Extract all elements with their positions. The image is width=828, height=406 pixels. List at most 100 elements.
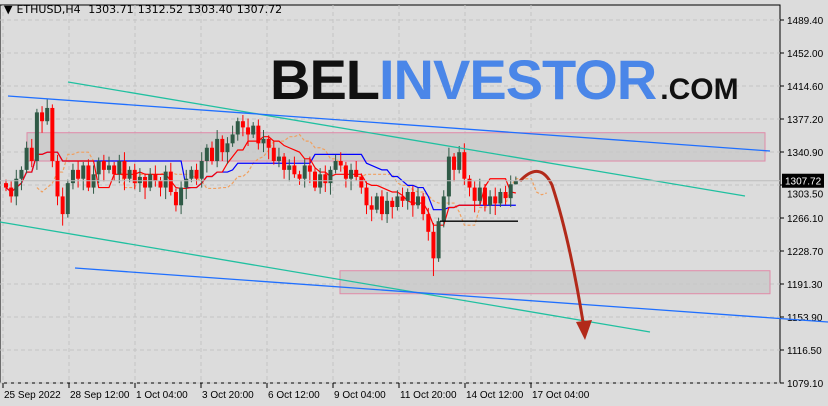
bull-candle <box>45 107 50 122</box>
y-tick-label: 1340.90 <box>787 148 824 159</box>
bear-candle <box>60 196 65 215</box>
bear-candle <box>50 107 55 162</box>
price-zone <box>339 270 771 295</box>
bull-candle <box>127 169 132 179</box>
bear-candle <box>343 165 348 179</box>
high-value: 1312.52 <box>137 3 184 16</box>
bear-candle <box>40 112 45 122</box>
symbol-label: ETHUSD,H4 <box>16 3 81 16</box>
bear-candle <box>493 196 498 204</box>
y-tick-label: 1153.90 <box>787 313 823 324</box>
bear-candle <box>143 176 148 188</box>
bull-candle <box>374 196 379 210</box>
y-tick-label: 1452.00 <box>787 49 824 60</box>
bull-candle <box>276 156 281 162</box>
bear-candle <box>452 156 457 170</box>
bull-candle <box>302 165 307 179</box>
last-price-label: 1307.72 <box>785 177 822 188</box>
forecast-arrow <box>518 170 586 329</box>
logo-part-2: INVESTOR <box>379 48 657 111</box>
bull-candle <box>488 196 493 206</box>
bear-candle <box>246 127 251 135</box>
bear-candle <box>271 147 276 162</box>
bear-candle <box>390 200 395 208</box>
chart-title: ▼ ETHUSD,H4 1303.71 1312.52 1303.40 1307.72 <box>4 3 286 16</box>
last-price-badge <box>782 173 824 188</box>
y-tick-label: 1489.40 <box>787 16 824 27</box>
x-tick-label: 14 Oct 12:00 <box>466 390 524 401</box>
bull-candle <box>96 161 101 175</box>
bear-candle <box>4 183 8 188</box>
bear-candle <box>400 196 405 201</box>
bear-candle <box>292 165 297 175</box>
bull-candle <box>107 165 111 170</box>
bull-candle <box>137 176 142 184</box>
y-tick-label: 1414.60 <box>787 82 824 93</box>
bull-candle <box>333 161 338 170</box>
bear-candle <box>359 176 364 188</box>
bear-candle <box>482 187 487 206</box>
bull-candle <box>225 143 230 153</box>
bear-candle <box>220 138 225 153</box>
bull-candle <box>14 178 19 197</box>
bull-candle <box>230 134 235 144</box>
bull-candle <box>477 187 482 201</box>
bear-candle <box>132 169 137 184</box>
bull-candle <box>163 171 168 188</box>
bear-candle <box>256 125 261 144</box>
bear-candle <box>369 205 374 210</box>
x-tick-label: 6 Oct 12:00 <box>268 390 320 401</box>
bull-candle <box>395 196 400 208</box>
bear-candle <box>410 191 415 206</box>
logo-part-1: BEL <box>270 48 380 111</box>
bull-candle <box>508 184 513 199</box>
bear-candle <box>101 161 106 170</box>
x-tick-label: 28 Sep 12:00 <box>70 390 130 401</box>
bear-candle <box>86 165 91 188</box>
x-tick-label: 3 Oct 20:00 <box>202 390 254 401</box>
bear-candle <box>379 196 384 215</box>
bear-candle <box>462 152 467 179</box>
logo-part-3: .COM <box>660 73 739 106</box>
bear-candle <box>55 161 60 197</box>
bull-candle <box>498 191 503 204</box>
bear-candle <box>431 231 436 259</box>
bear-candle <box>153 174 158 181</box>
bear-candle <box>338 161 343 166</box>
y-tick-label: 1079.10 <box>787 379 824 390</box>
trend-line-lower-blue <box>74 267 828 323</box>
bull-candle <box>251 125 256 135</box>
bull-candle <box>416 196 420 206</box>
x-tick-label: 17 Oct 04:00 <box>532 390 590 401</box>
dropdown-arrow-icon[interactable]: ▼ <box>4 3 13 16</box>
bull-candle <box>436 221 441 259</box>
y-tick-label: 1228.70 <box>787 247 824 258</box>
y-tick-label: 1377.20 <box>787 115 824 126</box>
trend-line-lower-teal <box>0 221 651 333</box>
bear-candle <box>173 191 178 206</box>
bull-candle <box>179 187 184 206</box>
bear-candle <box>266 138 271 148</box>
y-tick-label: 1266.10 <box>787 214 824 225</box>
bull-candle <box>513 180 518 185</box>
bull-candle <box>405 191 410 201</box>
y-tick-label: 1303.50 <box>787 190 824 201</box>
bull-candle <box>65 183 70 215</box>
bull-candle <box>328 169 333 184</box>
x-tick-label: 1 Oct 04:00 <box>136 390 188 401</box>
bear-candle <box>282 156 287 170</box>
bull-candle <box>349 169 354 179</box>
bear-candle <box>426 214 431 232</box>
bear-candle <box>472 187 477 201</box>
bear-candle <box>9 187 14 197</box>
x-tick-label: 9 Oct 04:00 <box>334 390 386 401</box>
bull-candle <box>446 156 451 197</box>
bull-candle <box>199 161 204 179</box>
bull-candle <box>385 200 390 215</box>
bull-candle <box>215 138 220 162</box>
bull-candle <box>184 178 189 188</box>
open-value: 1303.71 <box>88 3 134 16</box>
bear-candle <box>307 165 312 172</box>
bull-candle <box>261 138 266 144</box>
